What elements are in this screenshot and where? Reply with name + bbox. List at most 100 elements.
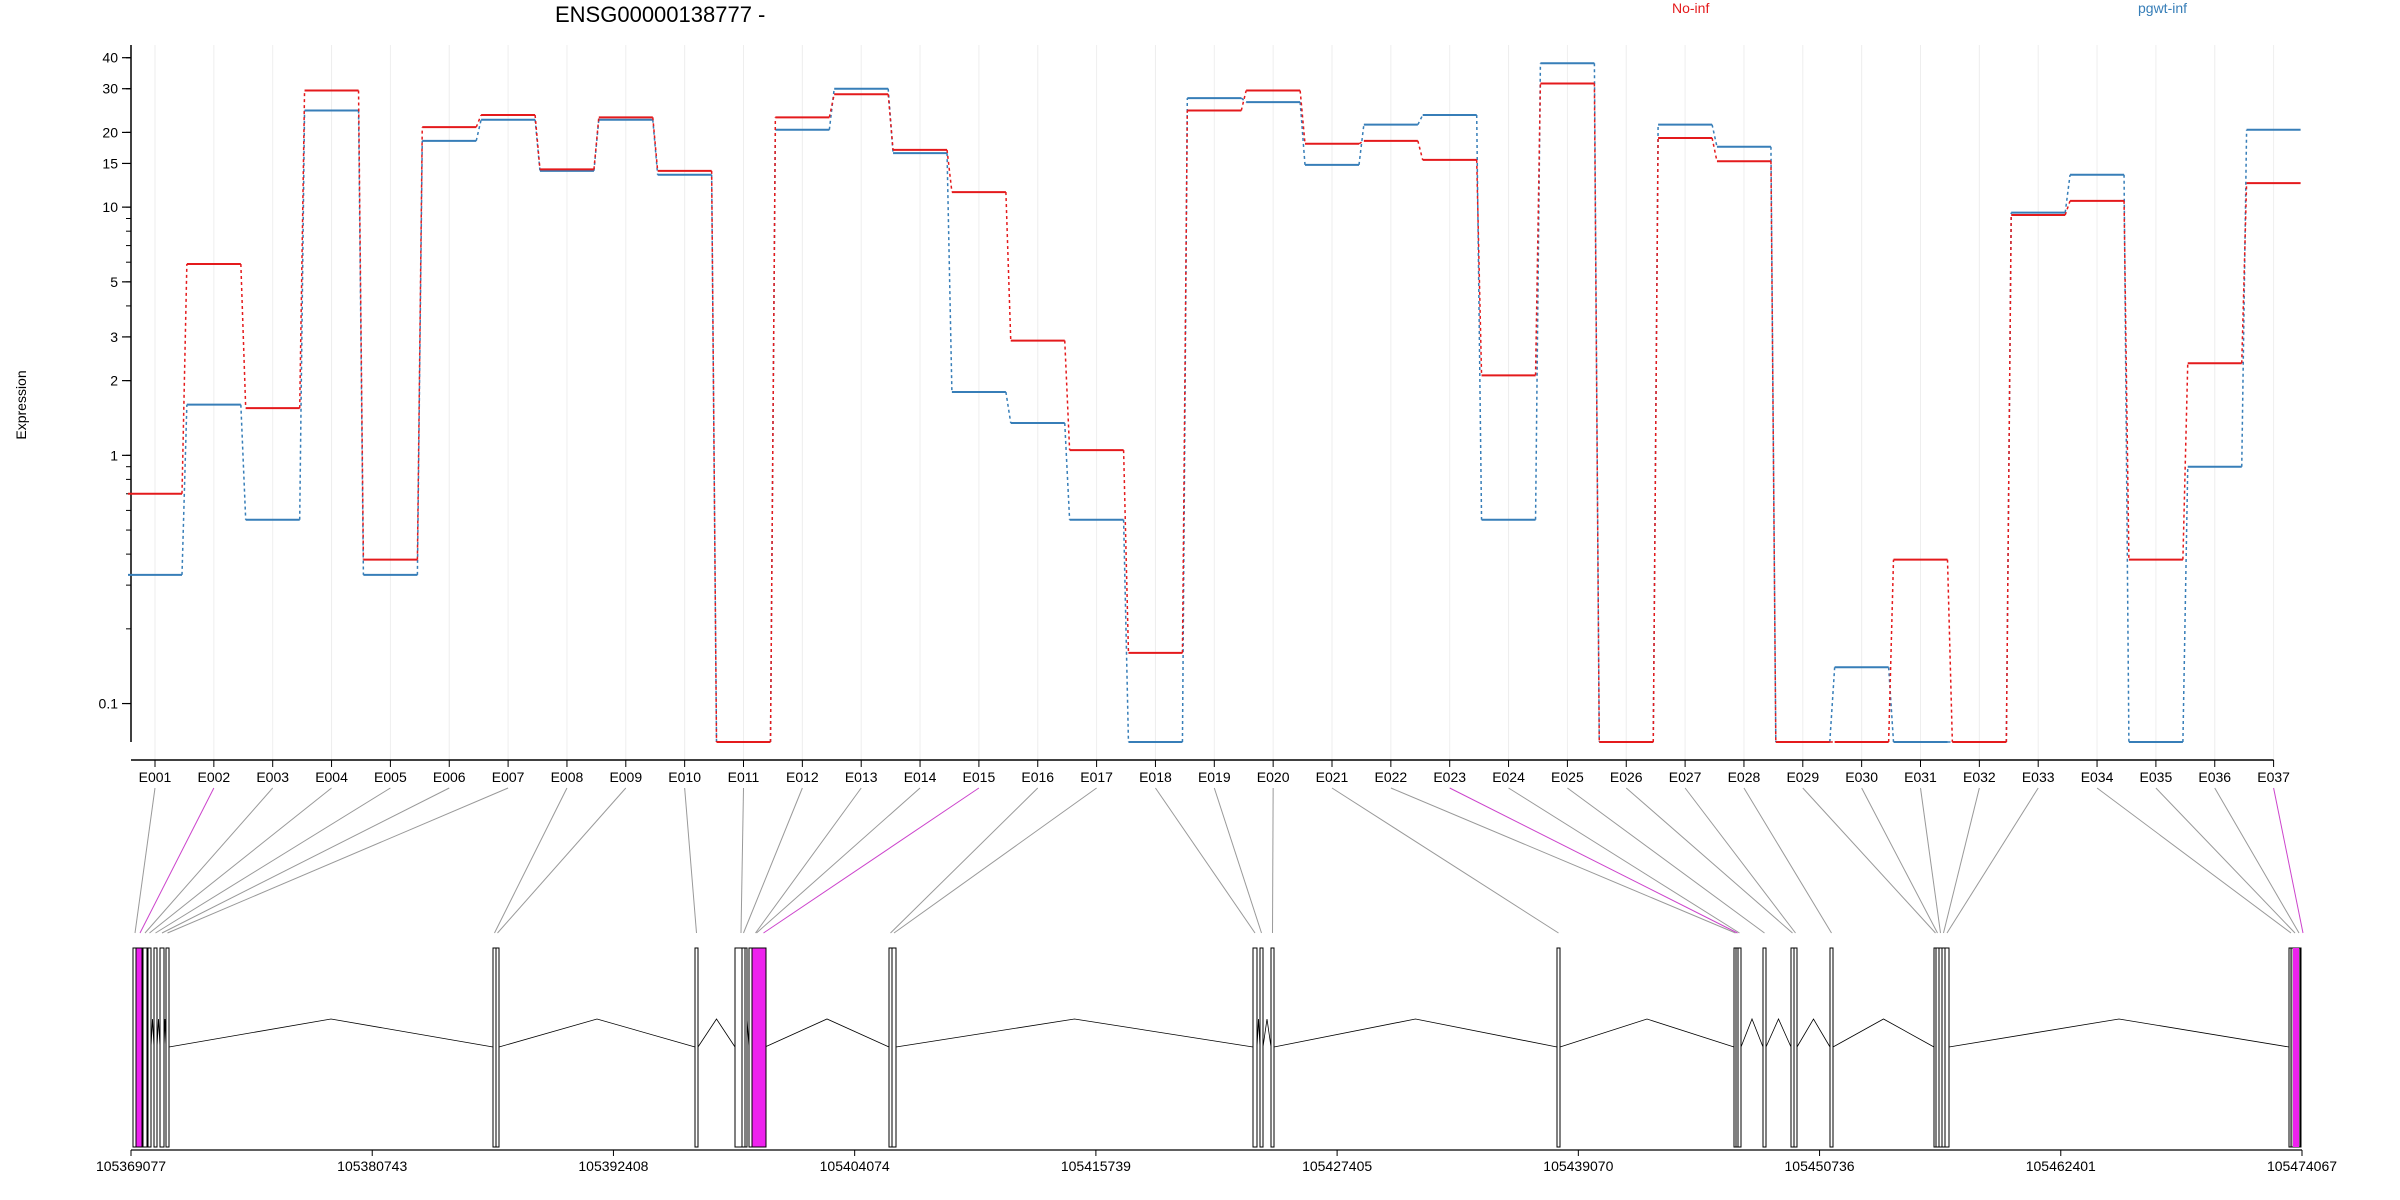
exon-block — [1944, 947, 1950, 1148]
series-connector — [1064, 422, 1071, 520]
series-connector — [1005, 192, 1012, 341]
x-tick-label: E025 — [1551, 769, 1584, 785]
exon-connector — [1946, 787, 2039, 934]
series-connector — [1534, 83, 1542, 376]
x-tick-label: E013 — [845, 769, 878, 785]
exon-connector — [1943, 787, 1980, 934]
series-connector — [2241, 183, 2248, 364]
series-connector — [1711, 124, 1718, 147]
series-connector — [1358, 140, 1365, 145]
series-connector — [534, 114, 541, 170]
x-tick-label: E017 — [1080, 769, 1113, 785]
series-connector — [710, 174, 718, 743]
exon-connector — [1920, 787, 1941, 934]
exon-connector — [139, 787, 215, 934]
series-connector — [1946, 559, 1954, 743]
exon-connector — [1272, 787, 1274, 934]
x-tick-label: E032 — [1963, 769, 1996, 785]
exon-block — [694, 947, 699, 1148]
exon-block — [147, 947, 152, 1148]
exon-block — [1737, 947, 1742, 1148]
exon-connector — [2155, 787, 2296, 934]
x-tick-label: E031 — [1904, 769, 1937, 785]
series-connector — [181, 263, 188, 494]
legend-no-inf: No-inf — [1672, 0, 1709, 16]
x-tick-label: E036 — [2198, 769, 2231, 785]
x-tick-label: E005 — [374, 769, 407, 785]
intron-line — [1796, 1018, 1831, 1048]
gene-model — [132, 947, 2302, 1148]
series-connector — [1593, 83, 1600, 743]
intron-line — [764, 1018, 890, 1048]
exon-connectors — [134, 787, 2304, 934]
series-connector — [1475, 115, 1483, 520]
genomic-tick-label: 105439070 — [1543, 1158, 1613, 1174]
series-connector — [946, 153, 953, 392]
genomic-tick-label: 105415739 — [1061, 1158, 1131, 1174]
x-tick-label: E024 — [1492, 769, 1525, 785]
series-connector — [1181, 98, 1189, 743]
exon-connector — [1508, 787, 1740, 934]
series-connector — [357, 90, 365, 560]
exon-connector — [134, 787, 156, 934]
intron-line — [895, 1018, 1254, 1048]
exon-block — [891, 947, 897, 1148]
y-tick-label: 2 — [110, 373, 118, 389]
x-tick-label: E004 — [315, 769, 348, 785]
series-connector — [769, 117, 777, 743]
exon-connector — [1213, 787, 1262, 934]
x-tick-label: E028 — [1728, 769, 1761, 785]
exon-connector — [1743, 787, 1832, 934]
series-connector — [475, 119, 482, 141]
series-connector — [1534, 63, 1542, 520]
genomic-tick-label: 105450736 — [1785, 1158, 1855, 1174]
series-connector — [1240, 90, 1247, 111]
exon-block — [1252, 947, 1258, 1148]
exon-connector — [167, 787, 509, 934]
series-connector — [416, 127, 423, 560]
x-tick-label: E029 — [1786, 769, 1819, 785]
genomic-tick-label: 105369077 — [96, 1158, 166, 1174]
exon-connector — [1802, 787, 1936, 934]
x-tick-label: E014 — [904, 769, 937, 785]
exon-connector — [149, 787, 332, 934]
y-tick-label: 10 — [102, 199, 118, 215]
x-tick-label: E015 — [963, 769, 996, 785]
series-connector — [593, 117, 600, 170]
exon-block — [1270, 947, 1275, 1148]
exon-connector — [756, 787, 921, 934]
exon-connector — [2214, 787, 2300, 934]
exon-block — [1829, 947, 1834, 1148]
exon-connector — [893, 787, 1097, 934]
x-tick-label: E016 — [1021, 769, 1054, 785]
y-tick-label: 3 — [110, 329, 118, 345]
exon-connector — [1625, 787, 1793, 934]
intron-line — [1832, 1018, 1935, 1048]
series-connector — [1299, 90, 1306, 144]
exon-block — [1793, 947, 1798, 1148]
x-tick-label: E012 — [786, 769, 819, 785]
exon-block — [1556, 947, 1561, 1148]
exon-connector — [740, 787, 744, 934]
exon-connector — [1449, 787, 1738, 934]
y-tick-label: 40 — [102, 50, 118, 66]
x-tick-label: E007 — [492, 769, 525, 785]
x-tick-label: E037 — [2257, 769, 2290, 785]
exon-block — [1762, 947, 1767, 1148]
genomic-tick-label: 105474067 — [2267, 1158, 2337, 1174]
y-tick-label: 30 — [102, 81, 118, 97]
series-connector — [1417, 114, 1424, 125]
series-connector — [298, 90, 306, 409]
intron-line — [1559, 1018, 1735, 1048]
series-connector — [1770, 161, 1777, 743]
series-connector — [1887, 559, 1895, 743]
series-connector — [1711, 137, 1718, 162]
series-connector — [1829, 667, 1836, 743]
intron-line — [697, 1018, 736, 1048]
intron-line — [498, 1018, 696, 1048]
exon-connector — [743, 787, 803, 934]
exon-block — [741, 947, 746, 1148]
x-tick-label: E006 — [433, 769, 466, 785]
x-tick-label: E021 — [1316, 769, 1349, 785]
